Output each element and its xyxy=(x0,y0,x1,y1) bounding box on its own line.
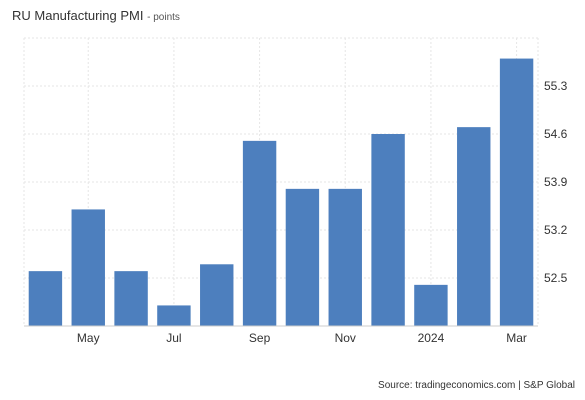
x-tick-label: 2024 xyxy=(418,331,445,345)
x-axis: May Jul Sep Nov 2024 Mar xyxy=(24,325,538,345)
x-tick-label: Mar xyxy=(506,331,527,345)
bar xyxy=(371,134,405,326)
bar xyxy=(28,271,63,326)
x-tick-label: Sep xyxy=(249,331,271,345)
y-tick-label: 52.5 xyxy=(544,271,568,285)
bar xyxy=(200,264,234,326)
bar xyxy=(285,188,320,326)
chart-title: RU Manufacturing PMI - points xyxy=(12,8,180,23)
chart-title-text: RU Manufacturing PMI xyxy=(12,8,144,23)
chart-subtitle: - points xyxy=(147,12,180,23)
bar xyxy=(157,305,191,326)
bars xyxy=(28,58,534,327)
x-tick-label: Nov xyxy=(335,331,356,345)
x-tick-label: Jul xyxy=(166,331,181,345)
y-tick-label: 54.6 xyxy=(544,127,568,141)
bar xyxy=(71,209,105,326)
bar xyxy=(114,271,148,326)
bar xyxy=(499,58,534,326)
bar xyxy=(457,127,491,327)
bar xyxy=(242,140,277,326)
y-axis: 52.5 53.2 53.9 54.6 55.3 xyxy=(544,79,568,285)
source-credit: Source: tradingeconomics.com | S&P Globa… xyxy=(378,380,575,391)
x-tick-label: May xyxy=(77,331,100,345)
bar xyxy=(328,188,362,326)
y-tick-label: 55.3 xyxy=(544,79,568,93)
bar xyxy=(414,284,448,326)
y-tick-label: 53.2 xyxy=(544,223,568,237)
y-tick-label: 53.9 xyxy=(544,175,568,189)
